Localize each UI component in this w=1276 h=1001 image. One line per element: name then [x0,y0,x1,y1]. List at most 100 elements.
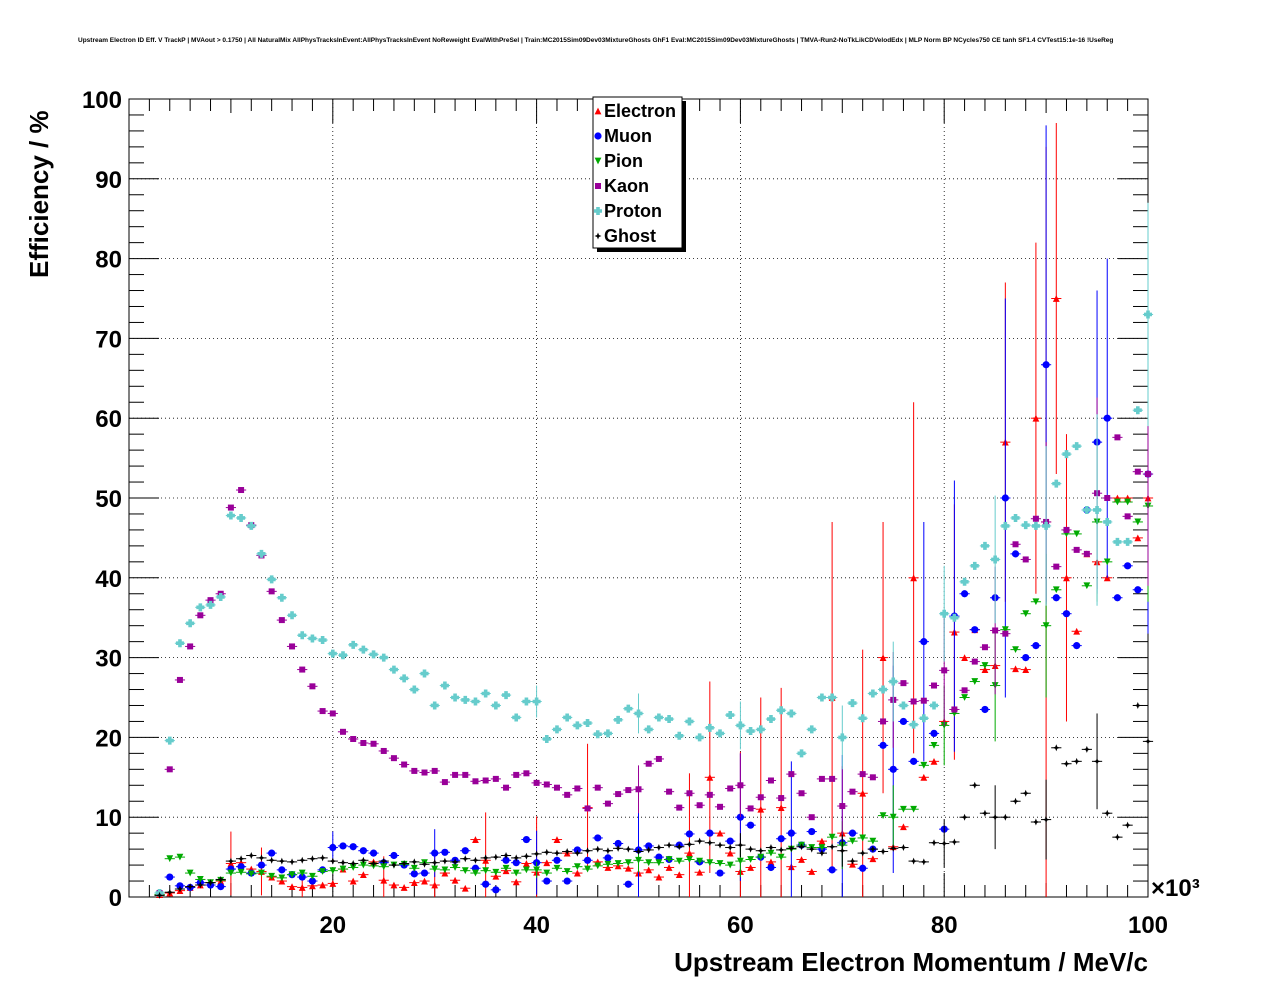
kaon-point [1053,563,1060,570]
ghost-point [482,854,490,862]
proton-point [542,734,551,743]
proton-point [899,701,908,710]
kaon-point [503,784,510,791]
proton-point [552,725,561,734]
electron-point [655,873,663,881]
legend-label-electron: Electron [604,101,676,121]
kaon-point [1083,550,1090,557]
muon-point [889,765,897,773]
muon-point [716,869,724,877]
proton-point [226,511,235,520]
kaon-point [696,802,703,809]
proton-point [1001,521,1010,530]
muon-point [1032,642,1040,650]
kaon-point [431,767,438,774]
proton-point [838,733,847,742]
kaon-point [941,667,948,674]
proton-point [828,693,837,702]
kaon-point [594,784,601,791]
muon-point [655,853,663,861]
electron-point [461,884,469,892]
ghost-point [1093,757,1101,765]
pion-point [1032,598,1040,606]
legend-label-pion: Pion [604,151,643,171]
legend-entries: Electron Muon Pion Kaon Proton Ghost [594,101,676,246]
x-tick-label: 80 [931,912,958,939]
ghost-point [288,858,296,866]
kaon-point [268,588,275,595]
ghost-point [767,844,775,852]
kaon-point [421,769,428,776]
ghost-point [950,838,958,846]
proton-point [960,577,969,586]
kaon-point [380,747,387,754]
ghost-point [716,841,724,849]
muon-point [604,854,612,862]
y-tick-label: 70 [95,326,122,353]
pion-point [502,864,510,872]
pion-point [431,865,439,873]
proton-point [461,695,470,704]
kaon-point [981,644,988,651]
muon-point [624,880,632,888]
ghost-point [247,852,255,860]
kaon-point [971,658,978,665]
electron-point [869,855,877,863]
proton-point [675,731,684,740]
electron-point [1022,666,1030,673]
pion-point [553,864,561,872]
pion-point [757,853,765,861]
ghost-point [665,841,673,849]
proton-point [848,699,857,708]
y-tick-label: 100 [82,87,122,114]
ghost-point [359,856,367,864]
muon-point [553,856,561,864]
pion-point [186,869,194,877]
electron-point [553,836,561,843]
ghost-point [339,859,347,867]
ghost-point [869,845,877,853]
proton-point [247,521,256,530]
ghost-point [584,847,592,855]
ghost-point [512,854,520,862]
ghost-point [889,844,897,852]
kaon-point [472,778,479,785]
electron-point [920,773,928,781]
proton-point [206,600,215,609]
ghost-point [441,857,449,865]
kaon-point [900,680,907,687]
muon-point [369,849,378,857]
ghost-point [604,847,612,855]
kaon-point [757,794,764,801]
proton-point [379,653,388,662]
kaon-point [238,487,245,494]
muon-point [787,829,795,837]
proton-point [807,725,816,734]
pion-point [237,868,245,876]
ghost-point [910,857,918,865]
kaon-point [686,790,693,797]
pion-point [971,678,979,685]
ghost-point [543,848,551,856]
pion-point [604,860,612,868]
legend-box [592,96,683,249]
muon-point [1113,594,1122,602]
muon-point [981,705,989,714]
pion-point [696,857,704,865]
ghost-point [329,857,337,865]
pion-point [482,867,490,875]
kaon-point [818,775,825,782]
pion-point [624,859,632,867]
kaon-point [676,804,683,811]
kaon-point [829,775,836,782]
kaon-point [370,740,377,747]
legend-label-proton: Proton [604,201,662,221]
muon-point [1124,562,1132,570]
proton-point [930,701,939,710]
pion-point [227,869,235,877]
ghost-point [410,858,418,866]
electron-point [319,881,327,889]
kaon-point [869,774,876,781]
electron-point [1052,295,1060,302]
pion-point [278,874,286,882]
